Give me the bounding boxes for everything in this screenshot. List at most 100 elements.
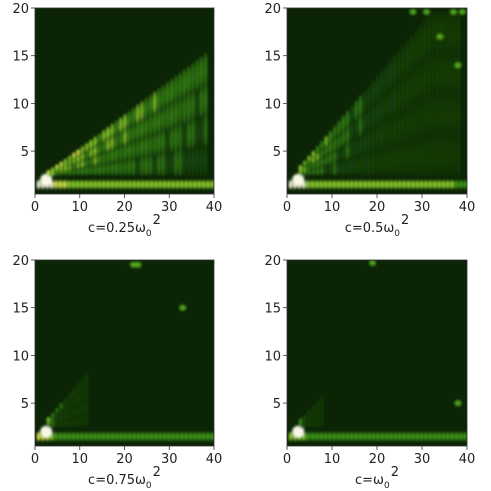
heatmap-peak (292, 173, 305, 186)
heatmap-blob (191, 62, 195, 93)
heatmap-blob (93, 136, 97, 147)
heatmap-blob (162, 179, 167, 189)
heatmap-blob (341, 130, 345, 147)
heatmap-blob (358, 431, 363, 441)
heatmap-blob (114, 160, 119, 176)
x-tick-label: 10 (71, 200, 88, 215)
heatmap-blob (392, 84, 397, 118)
heatmap-blob (72, 397, 76, 408)
heatmap-blob (354, 431, 359, 441)
heatmap-blob (53, 431, 58, 441)
heatmap-blob (157, 88, 161, 112)
heatmap-blob (402, 179, 407, 189)
heatmap-blob (401, 76, 405, 113)
heatmap-blob (371, 103, 375, 130)
heatmap-blob (72, 157, 76, 165)
heatmap-blob (380, 95, 384, 125)
heatmap-blob (195, 59, 199, 91)
heatmap-blob (127, 142, 131, 160)
heatmap-blob (178, 148, 182, 177)
heatmap-blob (354, 179, 359, 189)
heatmap-blob (303, 167, 307, 172)
heatmap-blob (106, 179, 111, 189)
heatmap-blob (204, 113, 208, 147)
heatmap-blob (59, 420, 63, 428)
heatmap-blob (170, 126, 174, 153)
heatmap-blob (441, 431, 446, 441)
heatmap-blob (67, 160, 72, 166)
heatmap-blob (337, 133, 341, 149)
heatmap-blob (66, 179, 71, 189)
heatmap-blob (59, 168, 63, 173)
heatmap-blob (136, 431, 141, 441)
heatmap-blob (323, 431, 328, 441)
heatmap-blob (171, 431, 176, 441)
heatmap-blob (444, 91, 448, 137)
heatmap-blob (414, 29, 418, 69)
heatmap-blob (84, 166, 89, 176)
heatmap-blob (311, 405, 316, 412)
heatmap-blob (303, 420, 307, 425)
heatmap-blob (375, 124, 380, 152)
heatmap-blob (192, 179, 197, 189)
heatmap-blob (148, 114, 153, 137)
heatmap-blob (320, 418, 324, 428)
heatmap-blob (333, 125, 337, 139)
heatmap-blob (127, 431, 132, 441)
heatmap-blob (354, 155, 358, 176)
y-tick-label: 15 (12, 50, 29, 65)
heatmap-blob (205, 431, 210, 441)
heatmap-blob (106, 150, 110, 164)
x-tick-label: 30 (414, 200, 431, 215)
x-tick-label: 10 (324, 452, 341, 467)
heatmap-blob (458, 431, 463, 441)
heatmap-blob (448, 10, 452, 56)
heatmap-blob (210, 179, 214, 189)
heatmap-blob (63, 404, 68, 413)
heatmap-blob (149, 431, 154, 441)
heatmap-blob (97, 143, 102, 155)
y-tick-label: 20 (12, 2, 29, 17)
heatmap-blob (397, 179, 402, 189)
heatmap-blob (136, 156, 140, 176)
heatmap-blob (388, 179, 393, 189)
heatmap-blob (311, 162, 316, 170)
heatmap-blob (53, 179, 58, 189)
heatmap-blob (454, 400, 462, 407)
heatmap-blob (110, 148, 114, 163)
heatmap-blob (341, 144, 345, 161)
heatmap-blob (144, 135, 148, 157)
heatmap-blob (67, 409, 72, 419)
heatmap-blob (140, 179, 145, 189)
heatmap-blob (414, 101, 418, 141)
heatmap-blob (311, 410, 316, 417)
heatmap-blob (333, 149, 337, 164)
heatmap-blob (350, 105, 354, 125)
heatmap-blob (435, 10, 439, 56)
heatmap-blob (324, 154, 328, 166)
x-tick-label: 40 (459, 200, 476, 215)
heatmap-blob (324, 145, 328, 156)
heatmap-blob (392, 143, 397, 177)
heatmap-blob (174, 99, 178, 127)
heatmap-blob (123, 143, 127, 161)
heatmap-blob (367, 107, 371, 132)
heatmap-blob (375, 74, 380, 103)
heatmap-blob (63, 397, 68, 406)
heatmap-blob (131, 140, 136, 160)
heatmap-blob (315, 413, 320, 421)
heatmap-blob (144, 97, 148, 119)
heatmap-blob (384, 179, 389, 189)
heatmap-blob (307, 414, 311, 419)
heatmap-blob (345, 158, 350, 176)
heatmap-blob (119, 179, 124, 189)
heatmap-blob (358, 95, 363, 117)
heatmap-blob (345, 110, 350, 128)
heatmap-blob (63, 412, 68, 421)
caption-superscript: 2 (153, 465, 161, 480)
heatmap-blob (345, 126, 350, 144)
heatmap-blob (72, 152, 76, 159)
x-tick-label: 30 (161, 200, 178, 215)
heatmap-blob (418, 61, 422, 103)
heatmap-blob (315, 420, 320, 428)
